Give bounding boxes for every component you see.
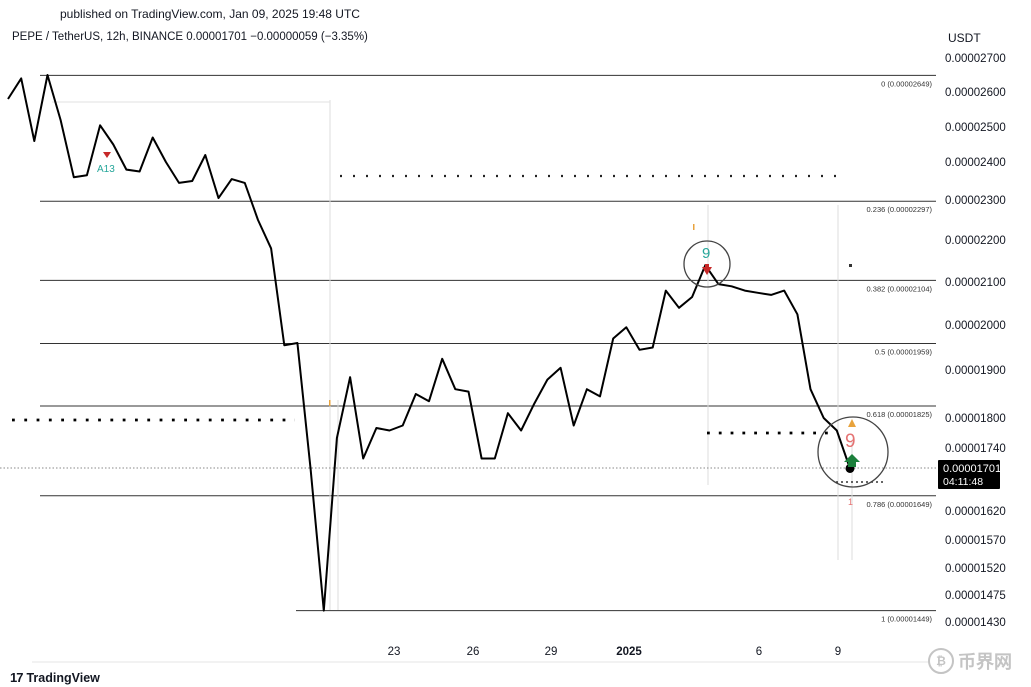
x-tick-label: 26 (467, 646, 480, 658)
y-tick-label: 0.00002600 (945, 87, 1006, 99)
tick-marker (329, 400, 331, 406)
watermark-text: 币界网 (958, 652, 1012, 672)
y-tick-label: 0.00002000 (945, 320, 1006, 332)
fib-label-0.382: 0.382 (0.00002104) (867, 284, 933, 293)
symbol-info: PEPE / TetherUS, 12h, BINANCE 0.00001701… (12, 31, 368, 43)
fib-label-1: 1 (0.00001449) (881, 615, 932, 624)
fib-label-0.786: 0.786 (0.00001649) (867, 500, 933, 509)
down-arrow-icon (702, 267, 712, 275)
up-arrow-icon (844, 454, 860, 462)
y-tick-label: 0.00002500 (945, 122, 1006, 134)
down-arrow-icon (705, 264, 709, 268)
x-tick-label: 2025 (616, 646, 642, 658)
small-up-arrow-icon (848, 419, 856, 427)
price-label-box (938, 460, 1000, 489)
y-tick-label: 0.00002400 (945, 157, 1006, 169)
annotation-9-top: 9 (702, 245, 710, 262)
fib-label-0: 0 (0.00002649) (881, 79, 932, 88)
y-tick-label: 0.00002300 (945, 195, 1006, 207)
annotation-9-bottom: 9 (845, 431, 856, 452)
price-series (7, 74, 855, 612)
x-tick-label: 29 (545, 646, 558, 658)
y-tick-label: 0.00002100 (945, 277, 1006, 289)
y-tick-label: 0.00001570 (945, 535, 1006, 547)
fib-label-0.618: 0.618 (0.00001825) (867, 410, 933, 419)
price-label-value: 0.00001701 (943, 463, 1001, 475)
watermark: ₿ 币界网 (928, 648, 1012, 674)
tradingview-logo-text: TradingView (26, 670, 100, 685)
dot-marker (849, 264, 852, 267)
published-caption: published on TradingView.com, Jan 09, 20… (60, 7, 360, 21)
y-tick-label: 0.00001430 (945, 617, 1006, 629)
y-tick-label: 0.00001620 (945, 506, 1006, 518)
tradingview-mark-icon: 17 (10, 670, 24, 685)
y-tick-label: 0.00001520 (945, 563, 1006, 575)
tick-marker (693, 224, 695, 230)
signal-circle-bottom (817, 416, 889, 488)
y-tick-label: 0.00002200 (945, 235, 1006, 247)
x-tick-label: 23 (388, 646, 401, 658)
x-tick-label: 9 (835, 646, 841, 658)
price-line (7, 74, 851, 612)
x-tick-label: 6 (756, 646, 762, 658)
y-tick-label: 0.00001740 (945, 443, 1006, 455)
coin-icon: ₿ (928, 648, 954, 674)
annotation-a13: A13 (97, 164, 115, 175)
y-tick-label: 0.00001900 (945, 365, 1006, 377)
fib-label-0.5: 0.5 (0.00001959) (875, 347, 933, 356)
chart-decorations (0, 100, 940, 663)
annotation-1: 1 (848, 497, 853, 507)
up-arrow-icon (848, 461, 856, 467)
down-arrow-icon (103, 152, 111, 158)
x-axis[interactable]: 23 26 29 2025 6 9 (388, 646, 842, 658)
currency-label: USDT (948, 31, 981, 45)
signal-circle-top (683, 240, 731, 288)
fib-label-0.236: 0.236 (0.00002297) (867, 205, 933, 214)
price-label-countdown: 04:11:48 (943, 476, 983, 488)
fib-levels: 0 (0.00002649) 0.236 (0.00002297) 0.382 (0… (40, 74, 936, 624)
signal-markers: A13 9 9 1 (97, 152, 889, 507)
y-tick-label: 0.00001800 (945, 413, 1006, 425)
y-tick-label: 0.00002700 (945, 53, 1006, 65)
y-tick-label: 0.00001475 (945, 590, 1006, 602)
tradingview-logo[interactable]: 17 TradingView (10, 670, 100, 685)
y-axis[interactable]: USDT 0.00002700 0.00002600 0.00002500 0.0000… (938, 31, 1006, 629)
